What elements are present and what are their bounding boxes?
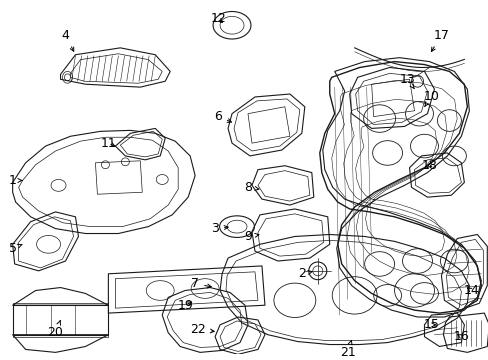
- Text: 16: 16: [452, 330, 468, 343]
- Text: 7: 7: [191, 277, 211, 290]
- Text: 19: 19: [177, 299, 193, 312]
- Text: 11: 11: [101, 137, 116, 150]
- Text: 5: 5: [9, 242, 22, 255]
- Text: 12: 12: [210, 12, 225, 25]
- Text: 10: 10: [423, 90, 439, 106]
- Text: 21: 21: [339, 340, 355, 359]
- Text: 20: 20: [47, 321, 63, 339]
- Text: 3: 3: [211, 222, 228, 235]
- Text: 17: 17: [430, 28, 448, 51]
- Text: 9: 9: [244, 230, 258, 243]
- Text: 13: 13: [399, 73, 415, 89]
- Text: 6: 6: [214, 110, 231, 123]
- Text: 22: 22: [190, 323, 214, 336]
- Text: 1: 1: [9, 174, 22, 187]
- Text: 2: 2: [297, 267, 311, 280]
- Text: 4: 4: [61, 28, 74, 51]
- Text: 8: 8: [244, 181, 258, 194]
- Text: 14: 14: [463, 284, 478, 297]
- Text: 18: 18: [421, 159, 437, 172]
- Text: 15: 15: [423, 318, 439, 331]
